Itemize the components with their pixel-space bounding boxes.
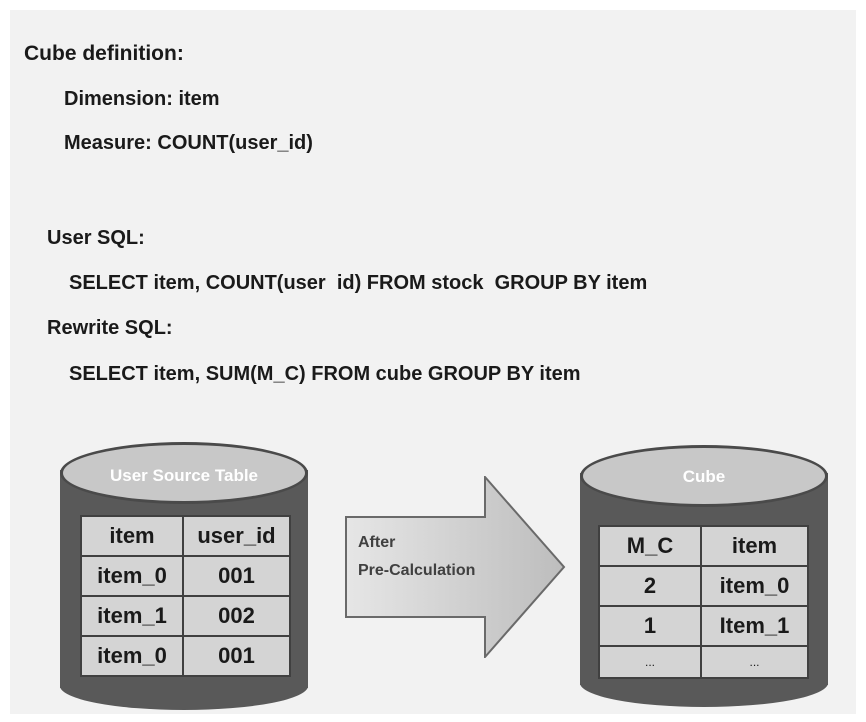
table-cell: 002 [182,595,291,637]
arrow-shape [345,476,566,658]
table-row: ... ... [598,645,809,679]
user-sql-query: SELECT item, COUNT(user id) FROM stock G… [69,272,648,294]
table-cell: ... [700,645,809,679]
table-cell: 001 [182,635,291,677]
arrow-label-line1: After [358,534,396,551]
column-header-m-c: M_C [598,525,702,567]
dimension-line: Dimension: item [64,88,220,110]
source-table: item user_id item_0 001 item_1 002 item_… [80,515,291,677]
table-header-row: M_C item [598,525,809,567]
table-row: item_1 002 [80,595,291,637]
measure-line: Measure: COUNT(user_id) [64,132,313,154]
source-table-title: User Source Table [109,466,259,485]
column-header-user-id: user_id [182,515,291,557]
cube-title: Cube [682,467,726,486]
cube-definition-heading: Cube definition: [24,42,184,65]
pre-calculation-arrow [345,476,566,658]
table-row: 2 item_0 [598,565,809,607]
table-cell: item_0 [80,635,184,677]
table-cell: 1 [598,605,702,647]
cylinder-top [580,445,828,507]
cylinder-top [60,442,308,504]
arrow-label-line2: Pre-Calculation [358,562,476,579]
table-row: item_0 001 [80,555,291,597]
column-header-item: item [80,515,184,557]
rewrite-sql-query: SELECT item, SUM(M_C) FROM cube GROUP BY… [69,363,581,385]
user-sql-heading: User SQL: [47,227,145,249]
rewrite-sql-heading: Rewrite SQL: [47,317,173,339]
table-cell: item_1 [80,595,184,637]
table-cell: item_0 [700,565,809,607]
table-cell: 001 [182,555,291,597]
table-cell: 2 [598,565,702,607]
table-row: 1 Item_1 [598,605,809,647]
table-header-row: item user_id [80,515,291,557]
table-cell: Item_1 [700,605,809,647]
table-row: item_0 001 [80,635,291,677]
cube-table: M_C item 2 item_0 1 Item_1 ... ... [598,525,809,679]
table-cell: item_0 [80,555,184,597]
column-header-item: item [700,525,809,567]
table-cell: ... [598,645,702,679]
